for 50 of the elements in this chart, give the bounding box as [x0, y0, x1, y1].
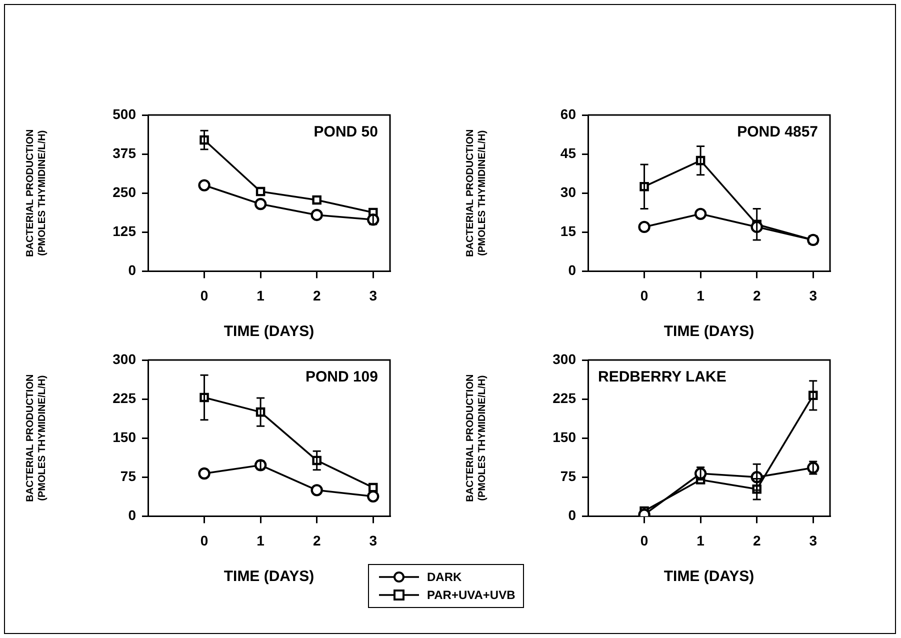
y-tick-label: 15 — [560, 223, 576, 240]
x-tick-label: 0 — [640, 287, 648, 304]
x-axis-title: TIME (DAYS) — [664, 568, 754, 586]
x-tick-label: 2 — [312, 532, 321, 548]
y-axis-title: BACTERIAL PRODUCTION (PMOLES THYMIDINE/L/H) — [464, 374, 488, 502]
x-tick-label: 2 — [752, 532, 761, 548]
x-tick-label: 2 — [752, 287, 761, 304]
x-tick-label: 3 — [809, 287, 818, 304]
y-tick-label: 0 — [568, 507, 576, 524]
y-tick-label: 125 — [112, 223, 136, 240]
x-tick-label: 1 — [696, 532, 705, 548]
x-tick-label: 0 — [200, 532, 208, 548]
x-axis-title: TIME (DAYS) — [224, 568, 314, 586]
y-tick-label: 60 — [560, 106, 576, 122]
y-tick-label: 225 — [112, 390, 136, 406]
x-tick-label: 3 — [369, 287, 378, 304]
legend-label: PAR+UVA+UVB — [427, 588, 516, 602]
y-tick-label: 0 — [128, 507, 136, 524]
y-tick-label: 0 — [128, 262, 136, 278]
y-axis-title: BACTERIAL PRODUCTION (PMOLES THYMIDINE/L/H) — [24, 129, 48, 257]
y-tick-label: 30 — [560, 184, 576, 200]
x-tick-label: 0 — [200, 287, 208, 304]
y-axis-title: BACTERIAL PRODUCTION (PMOLES THYMIDINE/L/H) — [464, 129, 488, 257]
x-tick-label: 3 — [809, 532, 818, 548]
text: POND 109 — [305, 368, 378, 386]
y-tick-label: 150 — [552, 428, 576, 445]
y-tick-label: 500 — [112, 106, 136, 122]
x-tick-label: 1 — [256, 287, 265, 304]
x-tick-label: 2 — [312, 287, 321, 304]
x-tick-label: 1 — [696, 287, 705, 304]
x-tick-label: 0 — [640, 532, 648, 548]
text: POND 4857 — [737, 124, 818, 141]
y-tick-label: 250 — [112, 184, 136, 200]
y-tick-label: 300 — [112, 350, 136, 367]
legend-label: DARK — [427, 570, 462, 584]
y-tick-label: 45 — [560, 144, 576, 161]
x-axis-title: TIME (DAYS) — [664, 323, 754, 340]
x-tick-label: 1 — [256, 532, 265, 548]
y-axis-title: BACTERIAL PRODUCTION (PMOLES THYMIDINE/L/H) — [24, 374, 48, 502]
y-tick-label: 375 — [112, 144, 136, 161]
y-tick-label: 0 — [568, 262, 576, 278]
x-axis-title: TIME (DAYS) — [224, 323, 314, 340]
text: POND 50 — [314, 124, 378, 141]
text: REDBERRY LAKE — [598, 368, 726, 386]
y-tick-label: 75 — [560, 468, 576, 484]
y-tick-label: 75 — [120, 468, 136, 484]
y-tick-label: 300 — [552, 350, 576, 367]
y-tick-label: 225 — [552, 390, 576, 406]
x-tick-label: 3 — [369, 532, 378, 548]
y-tick-label: 150 — [112, 428, 136, 445]
